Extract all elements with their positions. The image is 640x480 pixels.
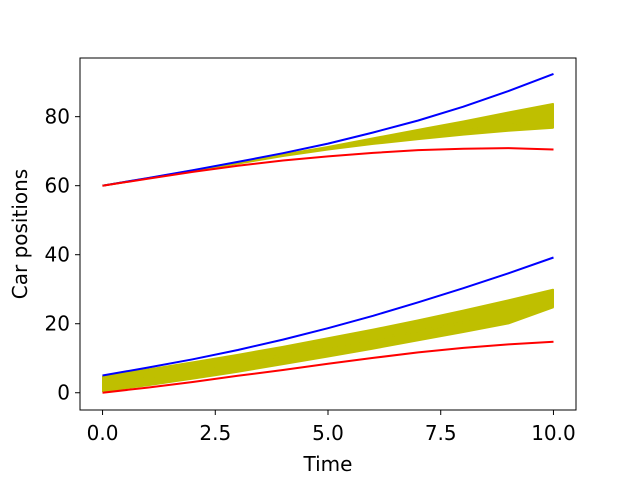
- y-tick-label: 20: [45, 312, 70, 336]
- y-tick-label: 0: [57, 381, 70, 405]
- x-tick-label: 0.0: [87, 421, 119, 445]
- series-line-2: [102, 147, 554, 187]
- series-line-8: [102, 288, 554, 378]
- x-tick-label: 10.0: [531, 421, 576, 445]
- y-axis-ticks: 0 20 40 60 80: [45, 105, 80, 405]
- y-tick-label: 40: [45, 243, 70, 267]
- x-tick-label: 2.5: [199, 421, 231, 445]
- series-line-10: [102, 306, 554, 393]
- x-tick-label: 7.5: [425, 421, 457, 445]
- x-axis-ticks: 0.0 2.5 5.0 7.5 10.0: [87, 410, 576, 445]
- series-line-1: [102, 72, 554, 187]
- series-layer: [102, 72, 554, 394]
- x-axis-label: Time: [303, 452, 353, 476]
- series-line-7: [102, 340, 554, 394]
- series-line-6: [102, 256, 554, 377]
- series-line-9: [102, 303, 554, 386]
- x-tick-label: 5.0: [312, 421, 344, 445]
- y-tick-label: 80: [45, 105, 70, 129]
- y-axis-label: Car positions: [8, 169, 32, 299]
- y-tick-label: 60: [45, 174, 70, 198]
- plot-area: [102, 72, 554, 394]
